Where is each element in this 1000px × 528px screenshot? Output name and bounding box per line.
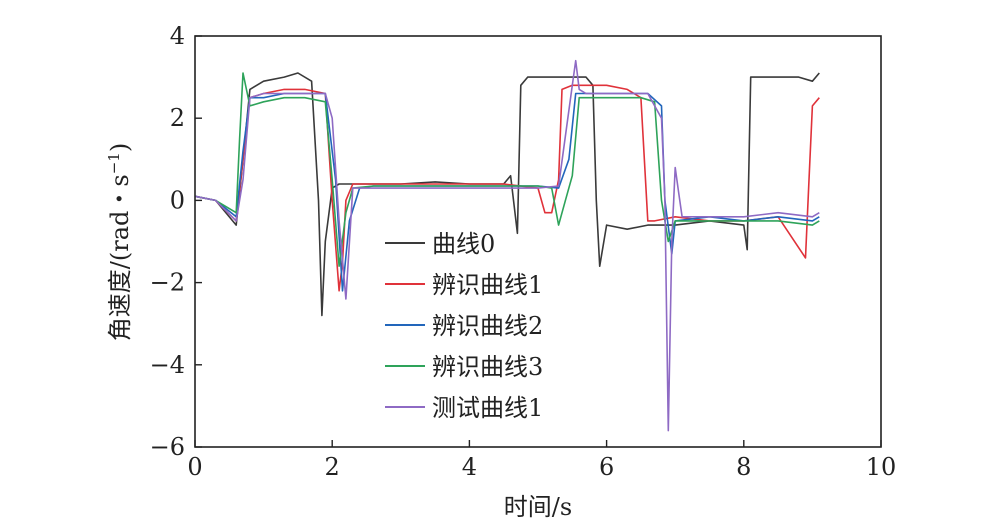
legend: 曲线0 辨识曲线1 辨识曲线2 辨识曲线3 测试曲线1: [385, 230, 543, 422]
legend-label: 曲线0: [432, 230, 495, 258]
y-axis-title-sup: −1: [105, 152, 123, 174]
y-axis-title-close: ): [106, 143, 134, 152]
x-tick-label: 10: [866, 453, 897, 481]
plot-frame: [194, 35, 882, 448]
series-line-5: [194, 59, 820, 432]
x-tick-label: 0: [187, 453, 202, 481]
legend-label: 测试曲线1: [432, 394, 543, 422]
legend-label: 辨识曲线3: [432, 353, 543, 381]
x-axis-title: 时间/s: [504, 493, 572, 521]
y-tick-label: −4: [150, 351, 185, 379]
series-line-1: [194, 72, 820, 317]
y-axis-title: 角速度/(rad・s−1): [105, 143, 134, 341]
x-tick-label: 8: [736, 453, 751, 481]
legend-label: 辨识曲线1: [432, 271, 543, 299]
x-tick-label: 6: [599, 453, 614, 481]
y-tick-label: 0: [170, 186, 185, 214]
y-tick-label: −2: [150, 269, 185, 297]
series-layer: [194, 59, 820, 432]
x-tick-label: 4: [462, 453, 477, 481]
svg-text:角速度/(rad・s−1): 角速度/(rad・s−1): [105, 143, 134, 341]
series-line-3: [194, 92, 820, 292]
series-line-4: [194, 72, 820, 268]
y-tick-label: 2: [170, 104, 185, 132]
y-tick-label: −6: [150, 433, 185, 461]
y-tick-label: 4: [170, 22, 185, 50]
ticks-layer: 0 2 4 6 8 10 −6 −4 −2 0 2 4: [150, 22, 897, 481]
x-tick-label: 2: [325, 453, 340, 481]
y-axis-title-main: 角速度/(rad・s: [106, 174, 134, 341]
legend-label: 辨识曲线2: [432, 312, 543, 340]
